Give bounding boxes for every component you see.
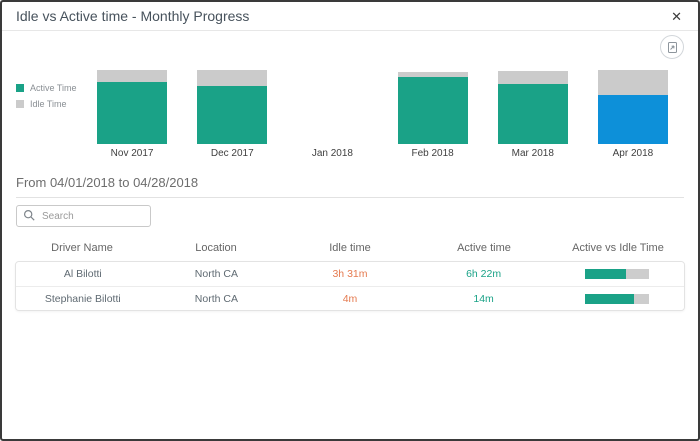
idle-segment[interactable]: [597, 70, 668, 95]
legend-label: Idle Time: [30, 99, 67, 109]
idle-segment[interactable]: [497, 71, 568, 84]
idle-segment[interactable]: [97, 70, 168, 82]
close-button[interactable]: ✕: [667, 6, 686, 27]
location-cell: North CA: [194, 268, 238, 280]
driver-name-cell: Al Bilotti: [63, 268, 102, 280]
stacked-bar[interactable]: [397, 64, 468, 144]
driver-name-cell: Stephanie Bilotti: [44, 292, 121, 305]
idle-time-cell: 3h 31m: [332, 268, 368, 280]
stacked-bar[interactable]: [597, 64, 668, 144]
ratio-bar-track: [585, 293, 650, 304]
idle-segment[interactable]: [397, 72, 468, 77]
idle-segment[interactable]: [197, 70, 268, 86]
stacked-bar[interactable]: [497, 64, 568, 144]
dialog-header: Idle vs Active time - Monthly Progress: [2, 2, 698, 31]
idle-time-cell: 4m: [342, 292, 358, 305]
ratio-bar-fill: [585, 293, 635, 304]
export-report-button[interactable]: [660, 35, 684, 59]
active-time-cell: 14m: [473, 292, 494, 305]
table-header-row: Driver Name Location Idle time Active time A…: [15, 242, 685, 254]
table-row[interactable]: Al Bilotti North CA 3h 31m 6h 22m: [16, 262, 684, 286]
month-label: Nov 2017: [110, 148, 154, 159]
legend-label: Active Time: [30, 83, 77, 93]
close-icon: ✕: [671, 9, 682, 24]
legend-swatch: [16, 100, 24, 108]
chart-bars: Nov 2017 Dec 2017 Jan 2018 Feb 2018 Mar 2018…: [82, 64, 683, 159]
ratio-bar-fill: [585, 269, 627, 279]
export-report-icon: [666, 41, 679, 54]
table-row[interactable]: Stephanie Bilotti North CA 4m 14m: [16, 286, 684, 310]
stacked-bar[interactable]: [197, 64, 268, 144]
chart-month-slot[interactable]: Dec 2017: [182, 64, 282, 159]
column-header[interactable]: Location: [195, 242, 237, 254]
legend-item[interactable]: Idle Time: [16, 99, 77, 109]
month-label: Mar 2018: [511, 148, 554, 159]
column-header[interactable]: Active time: [457, 242, 511, 254]
period-heading: From 04/01/2018 to 04/28/2018: [16, 175, 684, 198]
active-segment[interactable]: [497, 84, 568, 144]
legend-item[interactable]: Active Time: [16, 83, 77, 93]
chart-month-slot[interactable]: Jan 2018: [282, 64, 382, 159]
table-body: Al Bilotti North CA 3h 31m 6h 22m Stephanie …: [15, 261, 685, 311]
stacked-bar[interactable]: [97, 64, 168, 144]
chart-month-slot[interactable]: Mar 2018: [483, 64, 583, 159]
search-icon: [23, 209, 35, 221]
column-header[interactable]: Driver Name: [51, 242, 113, 254]
chart-month-slot[interactable]: Feb 2018: [383, 64, 483, 159]
chart-legend: Active Time Idle Time: [16, 83, 77, 115]
active-vs-idle-cell: [550, 269, 684, 279]
month-label: Jan 2018: [311, 148, 353, 159]
chart-month-slot[interactable]: Apr 2018: [583, 64, 683, 159]
active-segment[interactable]: [397, 77, 468, 144]
month-label: Dec 2017: [210, 148, 254, 159]
active-vs-idle-cell: [550, 293, 684, 304]
active-time-cell: 6h 22m: [466, 268, 502, 280]
active-segment[interactable]: [197, 86, 268, 144]
legend-swatch: [16, 84, 24, 92]
column-header[interactable]: Idle time: [329, 242, 371, 254]
active-segment[interactable]: [97, 82, 168, 144]
dialog-title: Idle vs Active time - Monthly Progress: [16, 8, 250, 24]
active-segment[interactable]: [597, 95, 668, 144]
month-label: Apr 2018: [612, 148, 654, 159]
chart-month-slot[interactable]: Nov 2017: [82, 64, 182, 159]
stacked-bar[interactable]: [297, 64, 367, 144]
search-input[interactable]: [16, 205, 151, 227]
column-header[interactable]: Active vs Idle Time: [572, 242, 664, 254]
search-box: [16, 205, 151, 227]
location-cell: North CA: [194, 292, 238, 305]
month-label: Feb 2018: [411, 148, 454, 159]
ratio-bar-track: [585, 269, 650, 279]
